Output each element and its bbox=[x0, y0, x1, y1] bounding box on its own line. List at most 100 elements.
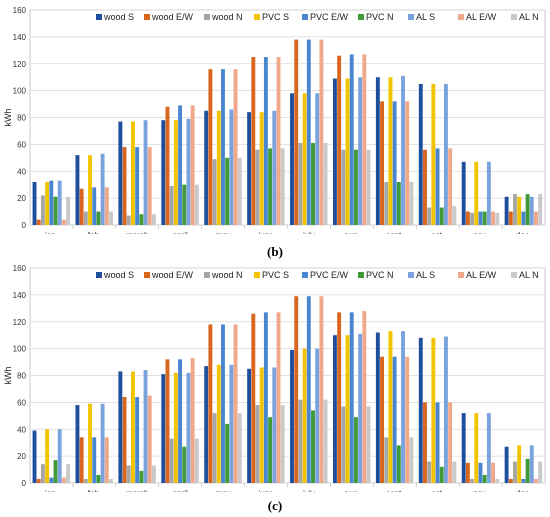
y-tick-label: 20 bbox=[17, 452, 26, 461]
x-tick-label: may bbox=[216, 231, 231, 234]
bar bbox=[319, 296, 324, 483]
x-tick-label: sept. bbox=[386, 231, 403, 234]
x-tick-label: june bbox=[257, 489, 274, 492]
legend-label: AL E/W bbox=[466, 270, 497, 280]
bar bbox=[61, 219, 66, 225]
x-tick-label: jan. bbox=[44, 489, 58, 492]
y-tick-label: 100 bbox=[13, 87, 27, 96]
x-tick-label: oct. bbox=[431, 231, 444, 234]
bar bbox=[427, 461, 432, 483]
bar bbox=[216, 364, 221, 483]
bar bbox=[323, 399, 328, 483]
bar bbox=[263, 312, 268, 483]
bar bbox=[534, 211, 538, 225]
bar bbox=[508, 211, 513, 225]
bar bbox=[45, 429, 50, 483]
legend-label: AL N bbox=[519, 270, 539, 280]
bar bbox=[513, 194, 517, 225]
legend-swatch bbox=[458, 14, 464, 20]
bar bbox=[229, 364, 234, 483]
bar bbox=[358, 77, 363, 225]
bar bbox=[311, 143, 315, 225]
bar bbox=[448, 402, 453, 483]
bar bbox=[491, 462, 496, 483]
bar bbox=[396, 445, 401, 483]
y-tick-label: 0 bbox=[22, 221, 27, 230]
bar bbox=[323, 143, 328, 225]
bar bbox=[392, 356, 397, 483]
legend-swatch bbox=[511, 272, 517, 278]
bar bbox=[349, 312, 354, 483]
bar bbox=[194, 438, 199, 483]
bar bbox=[83, 478, 88, 483]
bar bbox=[268, 148, 273, 225]
bar bbox=[165, 106, 170, 225]
bar bbox=[104, 187, 109, 225]
x-tick-label: july bbox=[302, 489, 315, 492]
bar bbox=[75, 155, 80, 225]
bar bbox=[538, 194, 543, 225]
bar bbox=[92, 187, 97, 225]
x-tick-label: feb. bbox=[88, 231, 101, 234]
bar bbox=[465, 211, 470, 225]
bar bbox=[204, 366, 209, 483]
bar bbox=[130, 371, 135, 483]
x-tick-label: june bbox=[257, 231, 274, 234]
legend-label: AL S bbox=[416, 12, 435, 22]
bar bbox=[315, 93, 320, 225]
bar bbox=[517, 196, 522, 225]
legend-label: AL N bbox=[519, 12, 539, 22]
bar bbox=[319, 39, 324, 225]
bar bbox=[247, 368, 252, 483]
bar bbox=[315, 348, 320, 483]
bar bbox=[439, 466, 444, 483]
bar bbox=[405, 101, 410, 225]
bar bbox=[353, 417, 358, 483]
bar bbox=[482, 211, 487, 225]
bar bbox=[337, 55, 342, 225]
bar bbox=[169, 438, 174, 483]
bar bbox=[521, 211, 526, 225]
y-tick-label: 100 bbox=[13, 345, 27, 354]
bar bbox=[470, 478, 475, 483]
bar bbox=[32, 182, 37, 225]
bar bbox=[88, 155, 92, 225]
y-tick-label: 0 bbox=[22, 479, 27, 488]
bar bbox=[302, 348, 307, 483]
bar bbox=[237, 157, 242, 225]
bar bbox=[182, 446, 187, 483]
bar bbox=[147, 395, 152, 483]
bar bbox=[375, 332, 380, 483]
bar bbox=[491, 211, 496, 225]
x-tick-label: aug. bbox=[344, 231, 360, 234]
bar bbox=[534, 478, 538, 483]
bar bbox=[388, 77, 393, 225]
bar bbox=[126, 215, 131, 225]
bar bbox=[173, 372, 178, 483]
bar bbox=[529, 196, 534, 225]
bar bbox=[306, 39, 311, 225]
bar bbox=[461, 161, 466, 225]
legend-swatch bbox=[144, 272, 150, 278]
x-tick-label: july bbox=[302, 231, 315, 234]
x-tick-label: sept. bbox=[386, 489, 403, 492]
bar bbox=[384, 437, 389, 483]
bar bbox=[147, 147, 152, 225]
bar bbox=[529, 445, 534, 483]
bar bbox=[186, 118, 191, 225]
legend-label: wood E/W bbox=[151, 270, 194, 280]
bar bbox=[306, 296, 311, 483]
bar bbox=[345, 335, 350, 483]
bar bbox=[229, 109, 234, 225]
bar bbox=[151, 214, 156, 225]
chart-panel-b: 0 20 40 60 80 100 120 140 160 kWh jan. feb. march apr… bbox=[3, 6, 546, 234]
bar bbox=[341, 149, 346, 225]
legend-swatch bbox=[302, 14, 308, 20]
panel-caption-c: (c) bbox=[267, 498, 283, 513]
bar bbox=[272, 110, 277, 225]
legend-swatch bbox=[358, 14, 364, 20]
bar bbox=[452, 206, 457, 225]
bar bbox=[358, 333, 363, 483]
bar bbox=[474, 161, 479, 225]
bar bbox=[208, 69, 213, 225]
